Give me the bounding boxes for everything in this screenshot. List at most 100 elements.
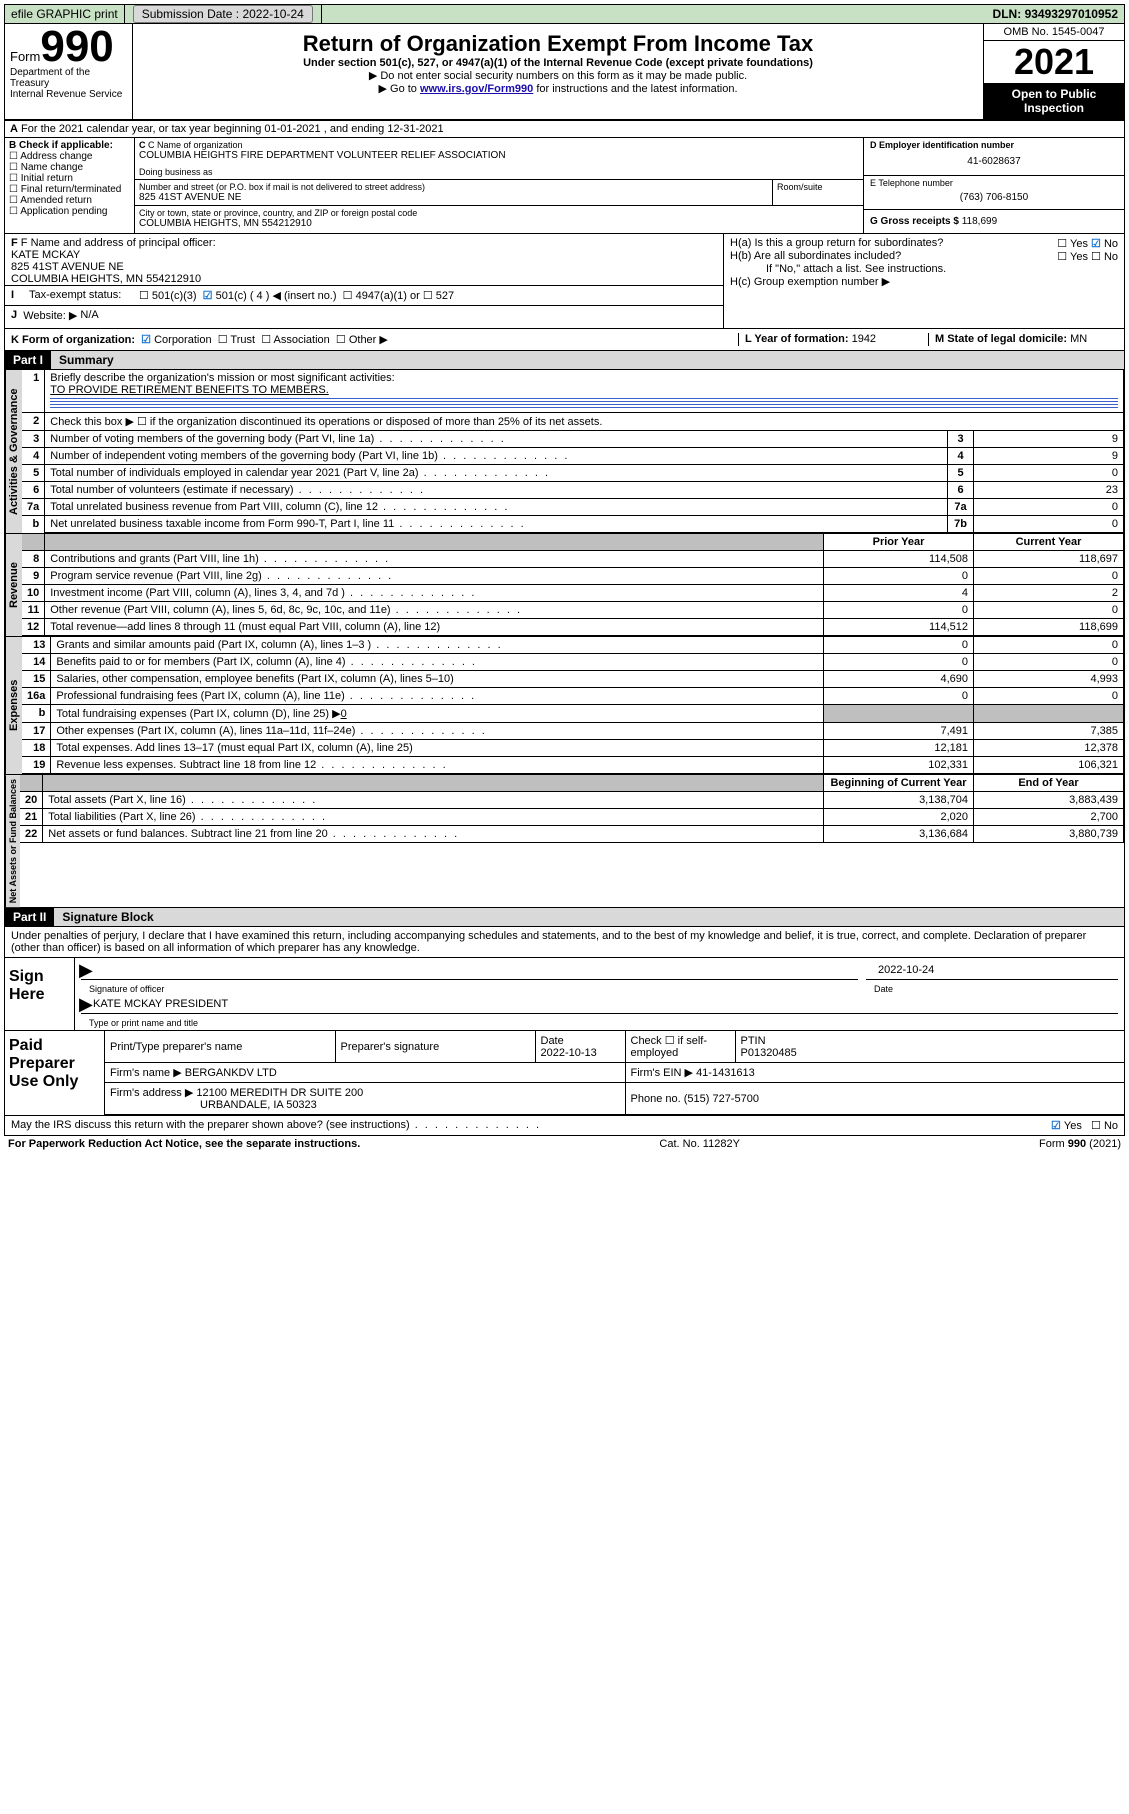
officer-addr1: 825 41ST AVENUE NE bbox=[11, 261, 717, 273]
form-subtitle: Under section 501(c), 527, or 4947(a)(1)… bbox=[138, 57, 978, 69]
year-formation: 1942 bbox=[852, 333, 876, 345]
r22: Net assets or fund balances. Subtract li… bbox=[43, 826, 824, 843]
r21: Total liabilities (Part X, line 26) bbox=[43, 809, 824, 826]
perjury-declaration: Under penalties of perjury, I declare th… bbox=[4, 927, 1125, 958]
netassets-section: Net Assets or Fund Balances Beginning of… bbox=[4, 775, 1125, 908]
line-j-label: Website: ▶ bbox=[23, 309, 77, 322]
line-a: A For the 2021 calendar year, or tax yea… bbox=[4, 121, 1125, 138]
r17: Other expenses (Part IX, column (A), lin… bbox=[51, 723, 824, 740]
paid-preparer-block: Paid Preparer Use Only Print/Type prepar… bbox=[4, 1031, 1125, 1116]
omb-number: OMB No. 1545-0047 bbox=[984, 24, 1124, 41]
box-d-label: D Employer identification number bbox=[870, 140, 1014, 150]
irs-label: Internal Revenue Service bbox=[10, 89, 127, 100]
addr-label: Number and street (or P.O. box if mail i… bbox=[139, 182, 768, 192]
h-note: If "No," attach a list. See instructions… bbox=[730, 263, 1118, 275]
r16a: Professional fundraising fees (Part IX, … bbox=[51, 688, 824, 705]
box-f-label: F Name and address of principal officer: bbox=[21, 237, 216, 249]
discuss-no[interactable]: No bbox=[1091, 1120, 1118, 1132]
chk-pending[interactable]: Application pending bbox=[9, 206, 130, 217]
r19: Revenue less expenses. Subtract line 18 … bbox=[51, 757, 824, 774]
sig-officer-label: Signature of officer bbox=[77, 984, 862, 994]
v4: 9 bbox=[974, 448, 1124, 465]
h-b: H(b) Are all subordinates included? bbox=[730, 250, 1057, 263]
chk-501c3[interactable]: 501(c)(3) bbox=[139, 289, 197, 302]
part-1-header: Part I Summary bbox=[4, 351, 1125, 370]
chk-527[interactable]: 527 bbox=[423, 289, 454, 302]
v7b: 0 bbox=[974, 516, 1124, 533]
r18: Total expenses. Add lines 13–17 (must eq… bbox=[51, 740, 824, 757]
col-prior: Prior Year bbox=[824, 534, 974, 551]
line-i-label: Tax-exempt status: bbox=[29, 289, 139, 302]
chk-final[interactable]: Final return/terminated bbox=[9, 184, 130, 195]
h-a: H(a) Is this a group return for subordin… bbox=[730, 237, 1057, 250]
r9: Program service revenue (Part VIII, line… bbox=[45, 568, 824, 585]
state-domicile: MN bbox=[1070, 333, 1087, 345]
r15: Salaries, other compensation, employee b… bbox=[51, 671, 824, 688]
q2: Check this box ▶ ☐ if the organization d… bbox=[45, 413, 1124, 431]
officer-printed-name: KATE MCKAY PRESIDENT bbox=[93, 998, 228, 1010]
line-l-label: L Year of formation: bbox=[745, 333, 849, 345]
chk-trust[interactable]: Trust bbox=[218, 334, 255, 346]
room-label: Room/suite bbox=[777, 182, 823, 192]
v6: 23 bbox=[974, 482, 1124, 499]
q3: Number of voting members of the governin… bbox=[45, 431, 948, 448]
chk-corp[interactable]: Corporation bbox=[141, 334, 211, 346]
activities-side-label: Activities & Governance bbox=[5, 370, 22, 533]
city-state-zip: COLUMBIA HEIGHTS, MN 554212910 bbox=[139, 218, 859, 229]
chk-501c[interactable]: 501(c) ( 4 ) ◀ (insert no.) bbox=[203, 289, 337, 302]
chk-4947[interactable]: 4947(a)(1) or bbox=[343, 289, 420, 302]
prep-h2: Preparer's signature bbox=[335, 1031, 535, 1063]
chk-self-employed[interactable] bbox=[665, 1035, 678, 1047]
h-c: H(c) Group exemption number ▶ bbox=[730, 275, 1118, 288]
discuss-row: May the IRS discuss this return with the… bbox=[4, 1116, 1125, 1136]
hb-no[interactable]: No bbox=[1091, 250, 1118, 263]
firm-addr1: 12100 MEREDITH DR SUITE 200 bbox=[196, 1087, 363, 1099]
city-label: City or town, state or province, country… bbox=[139, 208, 859, 218]
chk-initial[interactable]: Initial return bbox=[9, 173, 130, 184]
line-k-l-m: K Form of organization: Corporation Trus… bbox=[4, 329, 1125, 351]
form-title: Return of Organization Exempt From Incom… bbox=[138, 27, 978, 57]
tax-year: 2021 bbox=[1014, 41, 1094, 82]
open-to-public: Open to Public Inspection bbox=[984, 83, 1124, 119]
ptin-value: P01320485 bbox=[741, 1047, 797, 1059]
col-begin: Beginning of Current Year bbox=[824, 775, 974, 792]
chk-amended[interactable]: Amended return bbox=[9, 195, 130, 206]
officer-addr2: COLUMBIA HEIGHTS, MN 554212910 bbox=[11, 273, 717, 285]
netassets-side-label: Net Assets or Fund Balances bbox=[5, 775, 20, 907]
chk-other[interactable]: Other ▶ bbox=[336, 334, 388, 346]
instr-1: Do not enter social security numbers on … bbox=[138, 69, 978, 82]
v5: 0 bbox=[974, 465, 1124, 482]
form-header: Form990 Department of the Treasury Inter… bbox=[4, 24, 1125, 121]
submission-date-button[interactable]: Submission Date : 2022-10-24 bbox=[133, 5, 313, 23]
r11: Other revenue (Part VIII, column (A), li… bbox=[45, 602, 824, 619]
sig-arrow-icon: ▶ bbox=[79, 960, 93, 981]
revenue-side-label: Revenue bbox=[5, 534, 22, 636]
street-address: 825 41ST AVENUE NE bbox=[139, 192, 768, 203]
print-name-label: Type or print name and title bbox=[77, 1018, 1122, 1028]
footer-left: For Paperwork Reduction Act Notice, see … bbox=[8, 1138, 360, 1150]
r10: Investment income (Part VIII, column (A)… bbox=[45, 585, 824, 602]
box-c-label: C C Name of organization bbox=[139, 140, 859, 150]
sig-date: 2022-10-24 bbox=[866, 964, 1118, 980]
box-g-label: G Gross receipts $ bbox=[870, 216, 959, 227]
officer-name: KATE MCKAY bbox=[11, 249, 717, 261]
ha-yes[interactable]: Yes bbox=[1057, 237, 1088, 250]
col-current: Current Year bbox=[974, 534, 1124, 551]
chk-assoc[interactable]: Association bbox=[261, 334, 330, 346]
discuss-yes[interactable]: Yes bbox=[1051, 1120, 1082, 1132]
line-k-label: K Form of organization: bbox=[11, 334, 135, 346]
dba-label: Doing business as bbox=[139, 167, 859, 177]
instr-2: Go to www.irs.gov/Form990 for instructio… bbox=[138, 82, 978, 95]
v3: 9 bbox=[974, 431, 1124, 448]
chk-name[interactable]: Name change bbox=[9, 162, 130, 173]
website-value: N/A bbox=[80, 309, 98, 322]
telephone-value: (763) 706-8150 bbox=[870, 188, 1118, 207]
ha-no[interactable]: No bbox=[1091, 237, 1118, 250]
revenue-section: Revenue Prior YearCurrent Year 8Contribu… bbox=[4, 534, 1125, 637]
form990-link[interactable]: www.irs.gov/Form990 bbox=[420, 83, 533, 95]
part-2-header: Part II Signature Block bbox=[4, 908, 1125, 927]
r13: Grants and similar amounts paid (Part IX… bbox=[51, 637, 824, 654]
hb-yes[interactable]: Yes bbox=[1057, 250, 1088, 263]
ein-value: 41-6028637 bbox=[870, 150, 1118, 173]
chk-address[interactable]: Address change bbox=[9, 151, 130, 162]
